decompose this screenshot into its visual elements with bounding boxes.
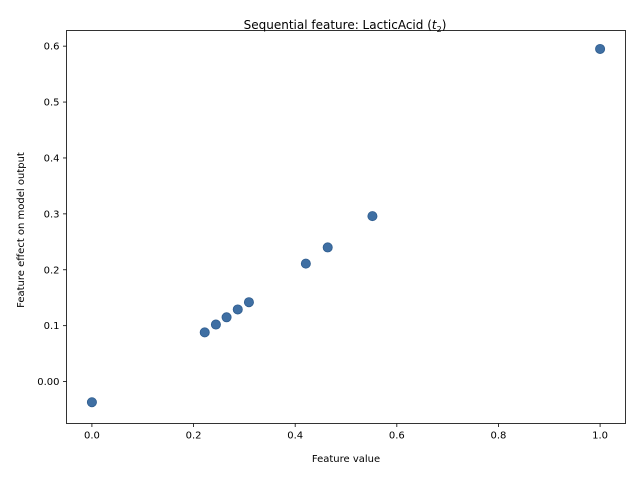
chart-title-math: t xyxy=(432,18,438,32)
x-tick-label: 0.8 xyxy=(491,431,507,442)
data-point xyxy=(86,397,97,408)
chart-title-subscript: 2 xyxy=(437,25,442,34)
data-point xyxy=(367,211,378,222)
data-point xyxy=(199,327,210,338)
data-point xyxy=(243,297,254,308)
points-layer xyxy=(86,43,606,408)
chart-title-end: ) xyxy=(442,18,447,32)
data-point xyxy=(595,43,606,54)
plot-frame xyxy=(66,30,626,424)
x-tick-label: 0.4 xyxy=(287,431,303,442)
y-tick-label: 0.1 xyxy=(44,321,60,332)
x-axis-label: Feature value xyxy=(312,454,380,465)
y-tick-label: 0.2 xyxy=(44,265,60,276)
data-point xyxy=(210,319,221,330)
x-tick-label: 1.0 xyxy=(592,431,608,442)
data-point xyxy=(322,242,333,253)
y-axis-label: Feature effect on model output xyxy=(16,152,27,308)
data-point xyxy=(232,304,243,315)
y-tick-label: 0.5 xyxy=(44,98,60,109)
y-tick-label: 0.6 xyxy=(44,42,60,53)
x-tick-label: 0.0 xyxy=(84,431,100,442)
y-tick-label: 0.4 xyxy=(44,153,60,164)
y-tick-label: 0.00 xyxy=(37,377,59,388)
data-point xyxy=(300,258,311,269)
x-tick-label: 0.2 xyxy=(186,431,202,442)
ticks-layer: 0.0 0.2 0.4 0.6 0.8 1.0 0.00 0.1 0.2 0.3 0.4 0.5 0.6 xyxy=(37,42,608,442)
data-point xyxy=(221,312,232,323)
y-tick-label: 0.3 xyxy=(44,209,60,220)
chart-title-text: Sequential feature: LacticAcid ( xyxy=(244,18,432,32)
x-tick-label: 0.6 xyxy=(389,431,405,442)
chart-title: Sequential feature: LacticAcid (t2) xyxy=(244,18,447,34)
